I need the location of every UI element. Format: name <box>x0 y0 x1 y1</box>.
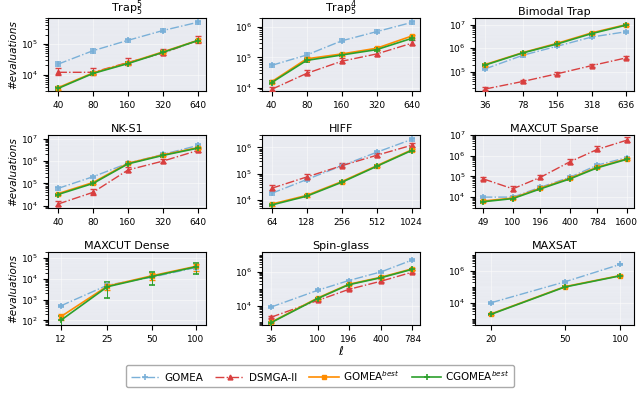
Title: HIFF: HIFF <box>328 124 353 134</box>
X-axis label: $\ell$: $\ell$ <box>338 345 344 358</box>
Title: NK-S1: NK-S1 <box>111 124 143 134</box>
Legend: GOMEA, DSMGA-II, GOMEA$^{best}$, CGOMEA$^{best}$: GOMEA, DSMGA-II, GOMEA$^{best}$, CGOMEA$… <box>126 365 514 387</box>
Title: MAXCUT Dense: MAXCUT Dense <box>84 241 170 251</box>
Y-axis label: #evaluations: #evaluations <box>8 20 19 89</box>
Title: Trap$_5^5$: Trap$_5^5$ <box>111 0 143 18</box>
Title: Trap$_5^4$: Trap$_5^4$ <box>325 0 356 18</box>
Title: MAXCUT Sparse: MAXCUT Sparse <box>510 124 598 134</box>
Title: Bimodal Trap: Bimodal Trap <box>518 7 591 17</box>
Title: Spin-glass: Spin-glass <box>312 241 369 251</box>
Y-axis label: #evaluations: #evaluations <box>8 137 18 206</box>
Y-axis label: #evaluations: #evaluations <box>8 254 19 323</box>
Title: MAXSAT: MAXSAT <box>532 241 577 251</box>
